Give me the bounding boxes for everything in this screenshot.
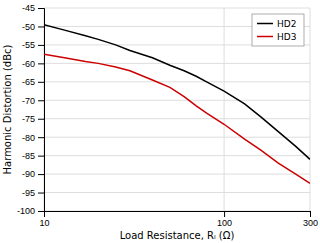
tick-label: 100 xyxy=(217,218,232,228)
tick-mark xyxy=(38,26,44,27)
tick: -45 xyxy=(22,3,44,13)
tick-label: -60 xyxy=(22,59,35,69)
legend: HD2HD3 xyxy=(252,14,304,46)
tick: -100 xyxy=(17,206,44,216)
legend-label: HD3 xyxy=(277,32,296,42)
tick-label: -55 xyxy=(22,40,35,50)
grid-line xyxy=(310,8,311,211)
tick: -70 xyxy=(22,96,44,106)
tick: -55 xyxy=(22,40,44,50)
tick-mark xyxy=(38,100,44,101)
grid-line xyxy=(44,63,310,64)
lines xyxy=(44,25,310,184)
tick-label: 10 xyxy=(39,218,49,228)
tick-mark xyxy=(38,82,44,83)
tick-mark xyxy=(38,137,44,138)
tick: 100 xyxy=(217,211,232,228)
tick-mark xyxy=(38,8,44,9)
tick-label: -50 xyxy=(22,22,35,32)
series-line xyxy=(44,54,310,183)
tick-label: -45 xyxy=(22,3,35,13)
y-axis: -45 -50 -55 -60 -65 -70 -75 -80 -85 -90 -95 -100 xyxy=(17,3,45,216)
grid-line xyxy=(44,192,310,193)
x-axis-title: Load Resistance, Rₗ (Ω) xyxy=(120,230,235,241)
tick-label: -100 xyxy=(17,206,35,216)
grid-line xyxy=(44,8,310,9)
tick-mark xyxy=(38,45,44,46)
tick-label: -80 xyxy=(22,133,35,143)
axis-line xyxy=(38,9,45,212)
tick-mark xyxy=(38,193,44,194)
legend-swatch xyxy=(257,36,273,38)
grid-line xyxy=(44,155,310,156)
tick-label: -70 xyxy=(22,96,35,106)
grid-line xyxy=(44,100,310,101)
tick: -50 xyxy=(22,22,44,32)
tick: -65 xyxy=(22,77,44,87)
grid-line xyxy=(44,118,310,119)
tick-label: -90 xyxy=(22,169,35,179)
tick-label: -95 xyxy=(22,188,35,198)
tick: -75 xyxy=(22,114,44,124)
tick: -60 xyxy=(22,59,44,69)
tick: -80 xyxy=(22,133,44,143)
tick-mark xyxy=(38,63,44,64)
grid-line xyxy=(44,174,310,175)
tick-label: -75 xyxy=(22,114,35,124)
tick-mark xyxy=(38,119,44,120)
grid-line xyxy=(224,8,225,211)
chart: 10 100 300 -45 -50 -55 -60 -65 -70 -75 -80 -85 -90 -9… xyxy=(0,0,320,243)
x-axis: 10 100 300 xyxy=(39,211,318,228)
grid xyxy=(44,8,310,211)
tick-mark xyxy=(224,211,225,217)
tick-mark xyxy=(38,211,44,212)
grid-line xyxy=(44,137,310,138)
axis-line xyxy=(45,212,311,218)
tick-mark xyxy=(310,211,311,217)
tick-label: -65 xyxy=(22,77,35,87)
tick: -95 xyxy=(22,188,44,198)
tick-label: -85 xyxy=(22,151,35,161)
tick: -90 xyxy=(22,169,44,179)
tick: 300 xyxy=(303,211,318,228)
tick-mark xyxy=(38,174,44,175)
plot: 10 100 300 -45 -50 -55 -60 -65 -70 -75 -80 -85 -90 -9… xyxy=(17,3,318,228)
legend-swatch xyxy=(257,23,273,25)
tick-label: 300 xyxy=(303,218,318,228)
y-axis-title: Harmonic Distortion (dBc) xyxy=(2,44,13,174)
grid-line xyxy=(44,81,310,82)
legend-label: HD2 xyxy=(277,19,296,29)
legend-frame xyxy=(252,14,304,46)
tick: 10 xyxy=(39,211,49,228)
tick-mark xyxy=(38,156,44,157)
tick: -85 xyxy=(22,151,44,161)
